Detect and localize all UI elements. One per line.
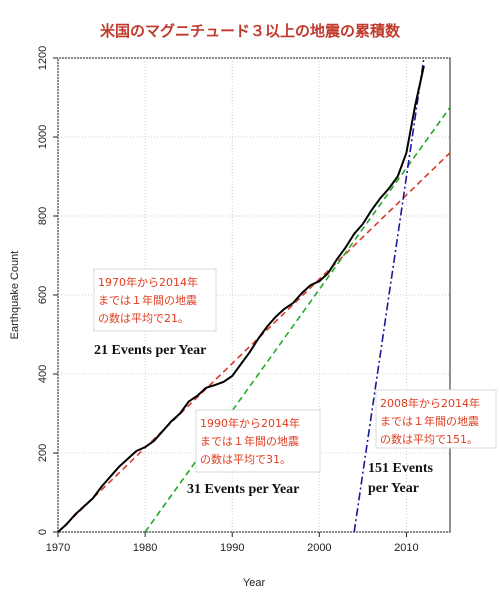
y-tick-label: 600 xyxy=(37,286,49,304)
y-axis-ticks: 0 200 400 600 800 1000 1200 xyxy=(37,46,58,535)
trend-lines xyxy=(57,57,451,533)
annotation-line: までは１年間の地震 xyxy=(380,414,479,428)
rate-21-label: 21 Events per Year xyxy=(94,343,206,358)
annotation-box xyxy=(375,389,497,449)
annotation-line: の数は平均で31。 xyxy=(200,453,291,466)
y-tick-label: 400 xyxy=(37,365,49,383)
y-tick-label: 1000 xyxy=(37,125,49,149)
annotation-line: の数は平均で151。 xyxy=(380,433,478,446)
annotation-line: までは１年間の地震 xyxy=(200,434,299,448)
x-tick-label: 2010 xyxy=(394,542,418,554)
cumulative-count-line xyxy=(57,65,425,533)
x-axis-ticks: 1970 1980 1990 2000 2010 xyxy=(46,532,419,554)
annotation-line: 1990年から2014年 xyxy=(200,416,300,430)
rate-151-label: 151 Events xyxy=(368,461,434,476)
annotations: 1970年から2014年までは１年間の地震の数は平均で21。1990年から201… xyxy=(93,268,497,473)
trend-line-1 xyxy=(57,152,451,533)
annotation-box xyxy=(93,268,217,332)
y-tick-label: 0 xyxy=(37,529,49,535)
y-tick-label: 200 xyxy=(37,444,49,462)
annotation-line: 1970年から2014年 xyxy=(98,275,198,289)
chart-title: 米国のマグニチュード３以上の地震の累積数 xyxy=(100,22,401,40)
x-tick-label: 1990 xyxy=(220,542,244,554)
y-axis-label: Earthquake Count xyxy=(9,251,21,340)
x-tick-label: 1970 xyxy=(46,542,70,554)
x-axis-label: Year xyxy=(243,577,266,589)
annotation-line: の数は平均で21。 xyxy=(98,312,189,325)
y-tick-label: 1200 xyxy=(37,46,49,70)
annotation-box xyxy=(195,409,321,473)
trend-line-2 xyxy=(144,106,451,533)
x-tick-label: 1980 xyxy=(133,542,157,554)
y-tick-label: 800 xyxy=(37,207,49,225)
rate-151-label: per Year xyxy=(368,481,419,496)
annotation-line: までは１年間の地震 xyxy=(98,293,197,307)
rate-31-label: 31 Events per Year xyxy=(187,482,299,497)
annotation-line: 2008年から2014年 xyxy=(380,396,480,410)
x-tick-label: 2000 xyxy=(307,542,331,554)
rate-labels: 21 Events per Year 31 Events per Year 151 … xyxy=(94,343,434,497)
